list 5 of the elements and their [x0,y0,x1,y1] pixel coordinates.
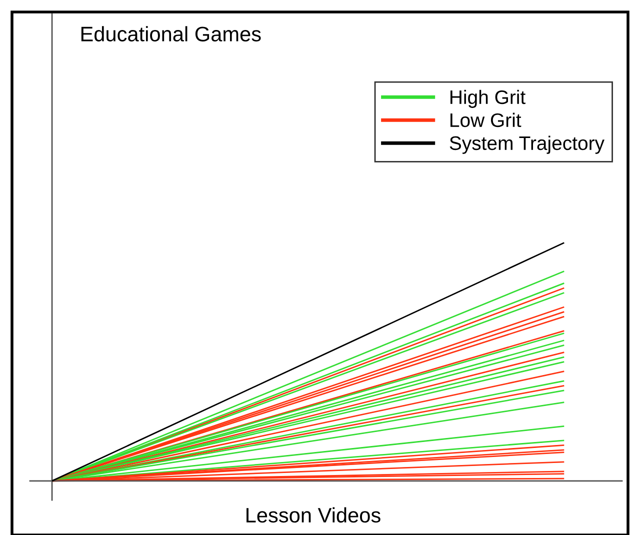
legend-label: System Trajectory [450,136,604,154]
chart-title: Educational Games [81,26,261,42]
legend-label: High Grit [450,90,526,108]
legend-label: Low Grit [450,112,522,128]
x-axis-title: Lesson Videos [246,507,380,523]
